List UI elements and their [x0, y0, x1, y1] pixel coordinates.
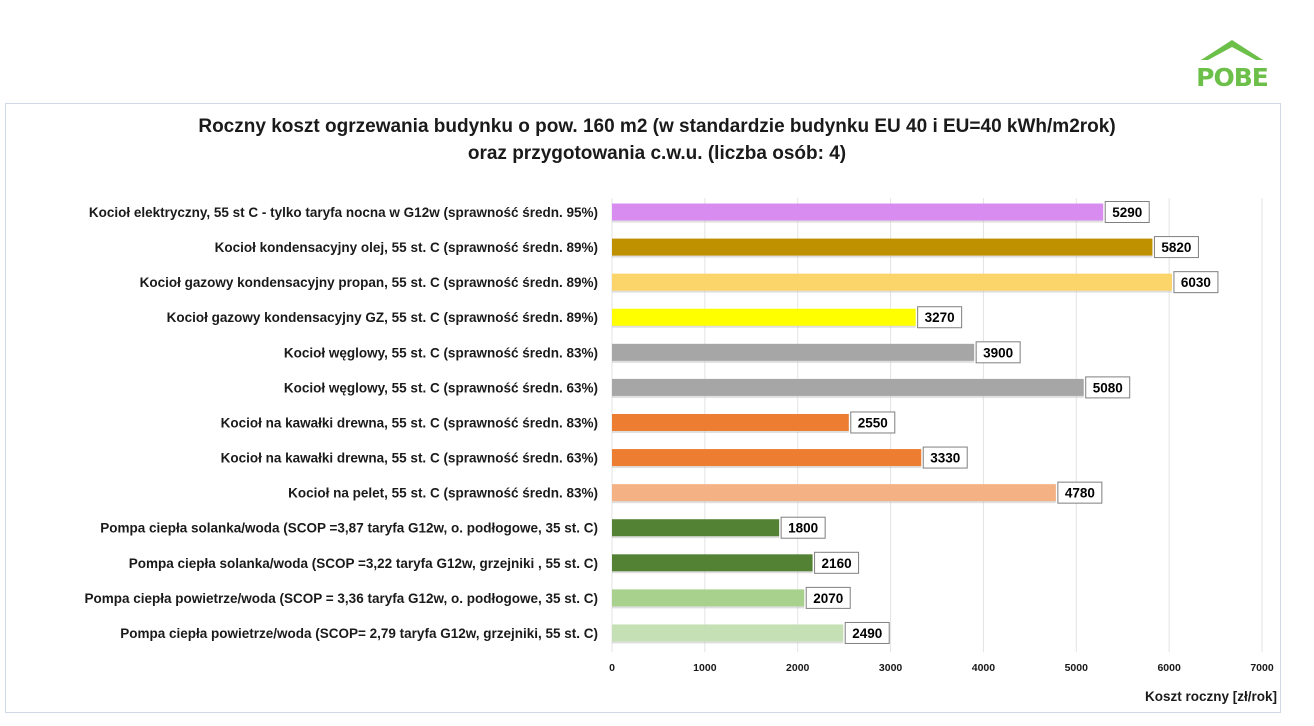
data-label-box: [1173, 271, 1219, 294]
tick-label: 1000: [693, 662, 717, 674]
category-label: Kocioł węglowy, 55 st. C (sprawność śred…: [284, 380, 598, 395]
data-label: 1800: [788, 521, 818, 536]
bar: [612, 343, 975, 361]
chart-title-block: Roczny koszt ogrzewania budynku o pow. 1…: [0, 113, 1314, 167]
bar: [612, 624, 844, 642]
category-label: Kocioł węglowy, 55 st. C (sprawność śred…: [284, 345, 598, 360]
bar: [612, 413, 849, 431]
category-label: Kocioł gazowy kondensacyjny GZ, 55 st. C…: [167, 310, 598, 325]
chart-subtitle: oraz przygotowania c.w.u. (liczba osób: …: [467, 143, 847, 164]
category-label: Kocioł na pelet, 55 st. C (sprawność śre…: [288, 486, 598, 501]
bar: [612, 519, 780, 537]
bar: [612, 203, 1104, 221]
bar: [612, 238, 1153, 256]
data-label: 4780: [1065, 486, 1095, 501]
pobe-logo: POBE: [1196, 40, 1269, 92]
data-label-box: [805, 586, 851, 609]
data-label: 2490: [852, 626, 882, 641]
x-axis-title: Koszt roczny [zł/rok]: [1145, 689, 1277, 704]
data-label-box: [844, 621, 890, 644]
data-label-box: [975, 341, 1021, 364]
bar: [612, 484, 1056, 502]
category-label: Pompa ciepła powietrze/woda (SCOP = 3,36…: [84, 591, 598, 606]
data-label-box: [917, 306, 963, 329]
data-label: 5820: [1161, 240, 1191, 255]
tick-label: 3000: [879, 662, 903, 674]
category-label: Kocioł na kawałki drewna, 55 st. C (spra…: [221, 451, 598, 466]
category-label: Kocioł elektryczny, 55 st C - tylko tary…: [89, 205, 598, 220]
category-label: Pompa ciepła powietrze/woda (SCOP= 2,79 …: [120, 626, 598, 641]
bar: [612, 589, 805, 607]
data-label: 6030: [1181, 275, 1211, 290]
data-label: 2550: [858, 415, 888, 430]
bar: [612, 378, 1084, 396]
bar: [612, 554, 813, 572]
data-label-box: [1085, 376, 1131, 399]
tick-label: 0: [609, 662, 615, 674]
data-label: 3900: [983, 345, 1013, 360]
tick-label: 6000: [1157, 662, 1181, 674]
data-label-box: [1104, 201, 1150, 223]
data-label-box: [850, 411, 896, 434]
data-label-box: [1153, 236, 1199, 259]
logo-text: POBE: [1196, 63, 1268, 92]
data-label: 3330: [930, 451, 960, 466]
bar: [612, 308, 916, 326]
bar: [612, 449, 922, 467]
tick-label: 4000: [972, 662, 996, 674]
chart-title: Roczny koszt ogrzewania budynku o pow. 1…: [198, 116, 1116, 137]
data-label-box: [814, 551, 860, 574]
data-label: 3270: [925, 310, 955, 325]
tick-label: 5000: [1065, 662, 1089, 674]
data-label-box: [1057, 481, 1103, 504]
chart-frame: [5, 103, 1281, 713]
data-label-box: [780, 516, 826, 539]
category-label: Pompa ciepła solanka/woda (SCOP =3,87 ta…: [100, 521, 598, 536]
bar: [612, 273, 1172, 291]
data-label: 5080: [1093, 380, 1123, 395]
category-label: Kocioł gazowy kondensacyjny propan, 55 s…: [140, 275, 598, 290]
data-label: 2160: [822, 556, 852, 571]
category-label: Pompa ciepła solanka/woda (SCOP =3,22 ta…: [129, 556, 598, 571]
data-label: 2070: [813, 591, 843, 606]
category-label: Kocioł kondensacyjny olej, 55 st. C (spr…: [215, 240, 598, 255]
tick-label: 2000: [786, 662, 810, 674]
data-label: 5290: [1112, 205, 1142, 220]
category-label: Kocioł na kawałki drewna, 55 st. C (spra…: [221, 415, 598, 430]
data-label-box: [922, 446, 968, 469]
tick-label: 7000: [1250, 662, 1274, 674]
